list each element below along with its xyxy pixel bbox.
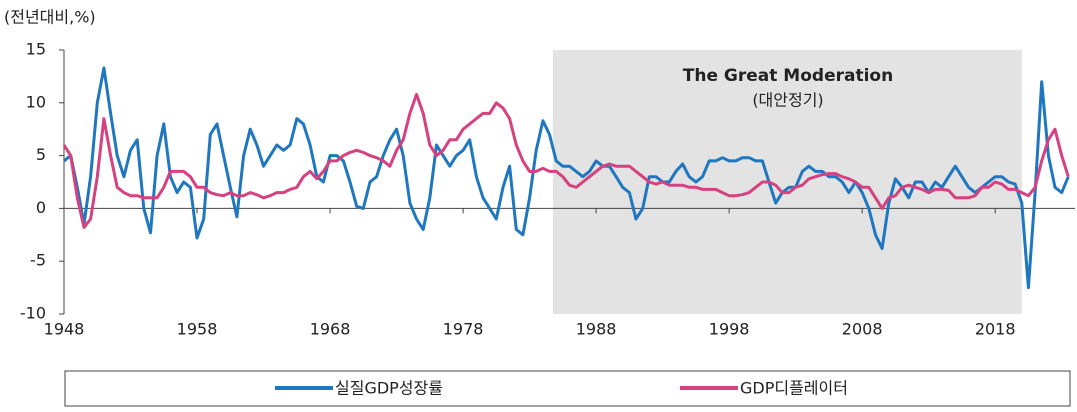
x-tick-label: 1958 bbox=[177, 320, 218, 339]
legend-box bbox=[64, 370, 1071, 407]
y-tick-label: -10 bbox=[20, 304, 46, 323]
legend-label: GDP디플레이터 bbox=[740, 379, 848, 398]
y-tick-label: 10 bbox=[26, 92, 46, 111]
annotation-title: The Great Moderation bbox=[683, 66, 893, 86]
series-line bbox=[62, 92, 1070, 229]
x-tick-label: 1988 bbox=[576, 320, 617, 339]
y-tick-label: -5 bbox=[30, 251, 46, 270]
x-tick-label: 2008 bbox=[842, 320, 883, 339]
y-unit-label: (전년대비,%) bbox=[4, 8, 96, 27]
x-tick-label: 1948 bbox=[44, 320, 85, 339]
x-tick-label: 1978 bbox=[443, 320, 484, 339]
y-tick-label: 15 bbox=[26, 40, 46, 59]
annotation-subtitle: (대안정기) bbox=[752, 91, 823, 110]
x-tick-label: 2018 bbox=[975, 320, 1016, 339]
x-tick-label: 1998 bbox=[709, 320, 750, 339]
legend-label: 실질GDP성장률 bbox=[335, 379, 443, 398]
y-tick-label: 0 bbox=[36, 198, 46, 217]
x-tick-label: 1968 bbox=[310, 320, 351, 339]
y-tick-label: 5 bbox=[36, 145, 46, 164]
